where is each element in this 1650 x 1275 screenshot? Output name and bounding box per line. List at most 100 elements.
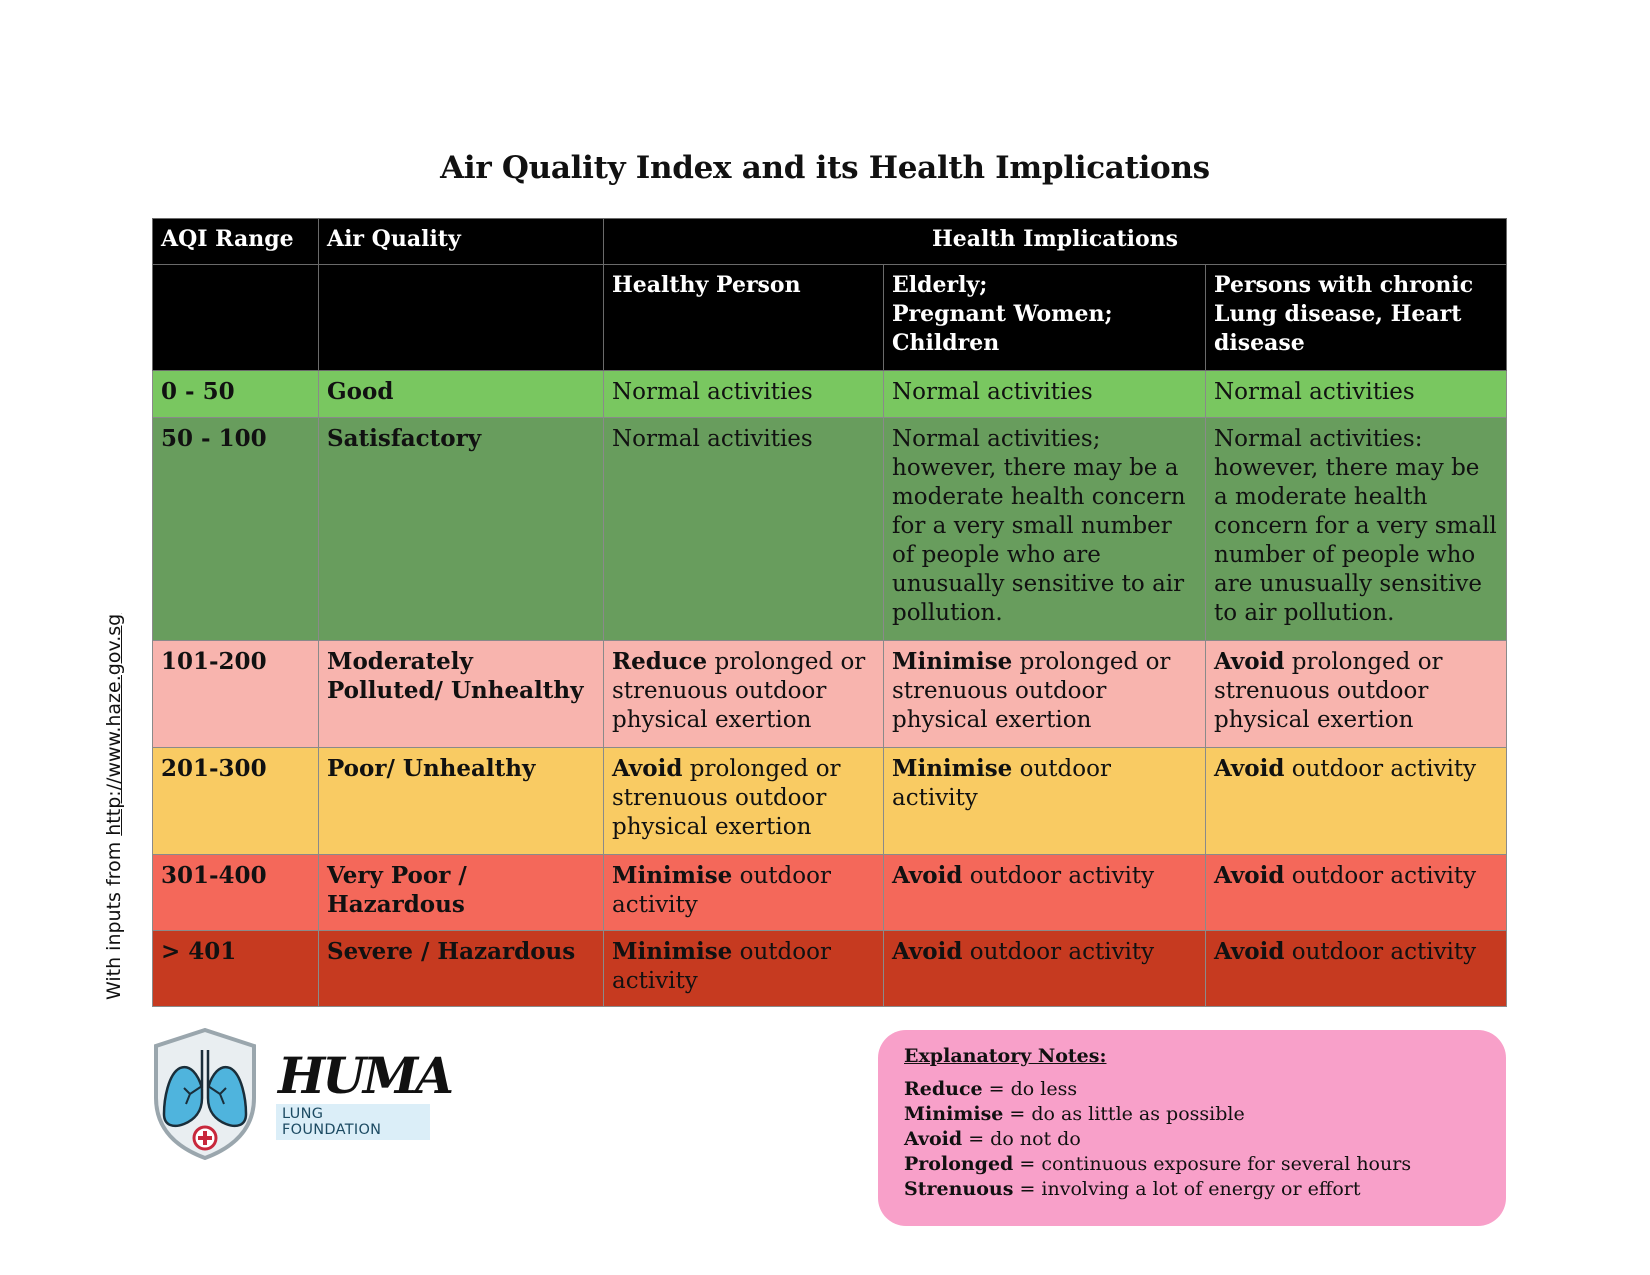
- air-quality-cell: Satisfactory: [318, 417, 604, 641]
- explanatory-notes: Explanatory Notes: Reduce = do less Minim…: [878, 1030, 1506, 1226]
- action-keyword: Avoid: [892, 862, 963, 889]
- header-elderly: Elderly; Pregnant Women; Children: [883, 264, 1206, 371]
- elderly-implication-cell: Avoid outdoor activity: [883, 854, 1206, 931]
- implication-text: Normal activities: however, there may be…: [1214, 426, 1497, 626]
- elderly-implication-cell: Minimise outdoor activity: [883, 747, 1206, 855]
- note-item: Avoid = do not do: [904, 1127, 1480, 1152]
- header-chronic: Persons with chronic Lung disease, Heart…: [1205, 264, 1507, 371]
- action-keyword: Minimise: [612, 862, 733, 889]
- action-keyword: Avoid: [892, 938, 963, 965]
- source-note-prefix: With inputs from: [103, 835, 125, 1000]
- elderly-implication-cell: Normal activities: [883, 370, 1206, 418]
- aqi-row: 201-300 Poor/ Unhealthy Avoid prolonged or…: [152, 747, 1507, 855]
- implication-text: Normal activities: [1214, 379, 1415, 405]
- healthy-implication-cell: Minimise outdoor activity: [603, 930, 884, 1007]
- header-aqi-range: AQI Range: [152, 218, 319, 265]
- aqi-table: AQI Range Air Quality Health Implication…: [152, 218, 1507, 1007]
- implication-text: Normal activities: [612, 426, 813, 452]
- note-item: Strenuous = involving a lot of energy or…: [904, 1177, 1480, 1202]
- note-definition: = do less: [982, 1078, 1078, 1100]
- aqi-range-cell: 201-300: [152, 747, 319, 855]
- aqi-row: 101-200 Moderately Polluted/ Unhealthy Red…: [152, 640, 1507, 748]
- implication-text: outdoor activity: [962, 863, 1155, 889]
- air-quality-cell: Very Poor / Hazardous: [318, 854, 604, 931]
- action-keyword: Minimise: [612, 938, 733, 965]
- chronic-implication-cell: Avoid outdoor activity: [1205, 854, 1507, 931]
- action-keyword: Avoid: [1214, 755, 1285, 782]
- note-term: Reduce: [904, 1078, 983, 1100]
- action-keyword: Avoid: [612, 755, 683, 782]
- healthy-implication-cell: Reduce prolonged or strenuous outdoor ph…: [603, 640, 884, 748]
- action-keyword: Minimise: [892, 755, 1013, 782]
- source-link[interactable]: http://www.haze.gov.sg: [103, 613, 125, 836]
- chronic-implication-cell: Avoid prolonged or strenuous outdoor phy…: [1205, 640, 1507, 748]
- huma-logo: HUMA LUNG FOUNDATION: [150, 1028, 454, 1160]
- source-note: With inputs from http://www.haze.gov.sg: [103, 610, 125, 1000]
- header-health-implications: Health Implications: [603, 218, 1507, 265]
- header-healthy-person: Healthy Person: [603, 264, 884, 371]
- implication-text: Normal activities; however, there may be…: [892, 426, 1186, 626]
- chronic-implication-cell: Normal activities: [1205, 370, 1507, 418]
- elderly-implication-cell: Normal activities; however, there may be…: [883, 417, 1206, 641]
- notes-heading: Explanatory Notes:: [904, 1045, 1107, 1067]
- implication-text: prolonged or strenuous outdoor physical …: [612, 649, 866, 733]
- note-term: Avoid: [904, 1128, 963, 1150]
- action-keyword: Avoid: [1214, 938, 1285, 965]
- note-item: Minimise = do as little as possible: [904, 1102, 1480, 1127]
- chronic-implication-cell: Normal activities: however, there may be…: [1205, 417, 1507, 641]
- implication-text: prolonged or strenuous outdoor physical …: [892, 649, 1171, 733]
- note-item: Prolonged = continuous exposure for seve…: [904, 1152, 1480, 1177]
- note-definition: = do as little as possible: [1003, 1103, 1245, 1125]
- implication-text: Normal activities: [612, 379, 813, 405]
- note-item: Reduce = do less: [904, 1077, 1480, 1102]
- action-keyword: Avoid: [1214, 648, 1285, 675]
- aqi-range-cell: 50 - 100: [152, 417, 319, 641]
- header-air-quality: Air Quality: [318, 218, 604, 265]
- aqi-row: > 401 Severe / Hazardous Minimise outdoor …: [152, 930, 1507, 1007]
- air-quality-cell: Poor/ Unhealthy: [318, 747, 604, 855]
- note-term: Minimise: [904, 1103, 1004, 1125]
- aqi-row: 50 - 100 Satisfactory Normal activities Nor…: [152, 417, 1507, 641]
- action-keyword: Minimise: [892, 648, 1013, 675]
- note-term: Strenuous: [904, 1178, 1014, 1200]
- aqi-range-cell: 101-200: [152, 640, 319, 748]
- implication-text: Normal activities: [892, 379, 1093, 405]
- implication-text: outdoor activity: [962, 939, 1155, 965]
- healthy-implication-cell: Avoid prolonged or strenuous outdoor phy…: [603, 747, 884, 855]
- action-keyword: Avoid: [1214, 862, 1285, 889]
- aqi-range-cell: 0 - 50: [152, 370, 319, 418]
- air-quality-cell: Severe / Hazardous: [318, 930, 604, 1007]
- action-keyword: Reduce: [612, 648, 708, 675]
- aqi-row: 0 - 50 Good Normal activities Normal activi…: [152, 370, 1507, 418]
- aqi-range-cell: 301-400: [152, 854, 319, 931]
- implication-text: outdoor activity: [1284, 939, 1477, 965]
- air-quality-cell: Moderately Polluted/ Unhealthy: [318, 640, 604, 748]
- implication-text: prolonged or strenuous outdoor physical …: [1214, 649, 1443, 733]
- aqi-row: 301-400 Very Poor / Hazardous Minimise out…: [152, 854, 1507, 931]
- page-title: Air Quality Index and its Health Implica…: [440, 150, 1210, 186]
- logo-wordmark: HUMA: [278, 1046, 454, 1105]
- header-blank: [318, 264, 604, 371]
- note-definition: = involving a lot of energy or effort: [1013, 1178, 1361, 1200]
- implication-text: outdoor activity: [612, 939, 831, 994]
- air-quality-cell: Good: [318, 370, 604, 418]
- implication-text: outdoor activity: [892, 756, 1111, 811]
- healthy-implication-cell: Minimise outdoor activity: [603, 854, 884, 931]
- note-term: Prolonged: [904, 1153, 1014, 1175]
- implication-text: outdoor activity: [1284, 863, 1477, 889]
- aqi-range-cell: > 401: [152, 930, 319, 1007]
- logo-tagline: LUNG FOUNDATION: [276, 1104, 430, 1140]
- lungs-shield-icon: [154, 1028, 256, 1160]
- chronic-implication-cell: Avoid outdoor activity: [1205, 930, 1507, 1007]
- elderly-implication-cell: Minimise prolonged or strenuous outdoor …: [883, 640, 1206, 748]
- note-definition: = do not do: [962, 1128, 1081, 1150]
- implication-text: outdoor activity: [612, 863, 831, 918]
- header-blank: [152, 264, 319, 371]
- elderly-implication-cell: Avoid outdoor activity: [883, 930, 1206, 1007]
- chronic-implication-cell: Avoid outdoor activity: [1205, 747, 1507, 855]
- implication-text: prolonged or strenuous outdoor physical …: [612, 756, 841, 840]
- healthy-implication-cell: Normal activities: [603, 417, 884, 641]
- healthy-implication-cell: Normal activities: [603, 370, 884, 418]
- note-definition: = continuous exposure for several hours: [1013, 1153, 1412, 1175]
- implication-text: outdoor activity: [1284, 756, 1477, 782]
